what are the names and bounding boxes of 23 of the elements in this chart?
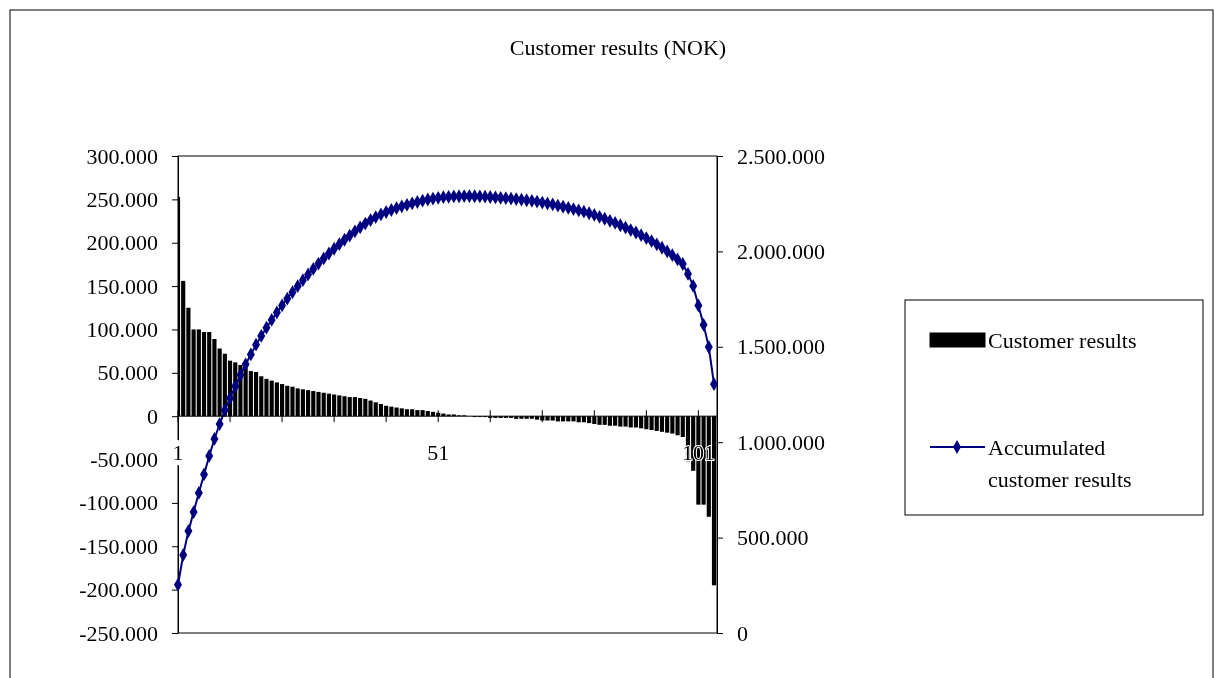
y-tick-label: 100.000	[86, 316, 158, 342]
y-tick-label: -200.000	[79, 577, 158, 603]
y2-tick-label: 1.500.000	[737, 334, 825, 360]
chart-title: Customer results (NOK)	[509, 35, 727, 60]
y-tick-label: -100.000	[79, 490, 158, 516]
y-tick-label: 50.000	[97, 360, 158, 386]
y2-tick-label: 500.000	[737, 525, 809, 551]
y2-tick-label: 2.500.000	[737, 143, 825, 169]
y-tick-label: 250.000	[86, 186, 158, 212]
legend-label: Customer results	[988, 328, 1137, 353]
y-tick-label: 0	[147, 403, 158, 429]
y-tick-label: -150.000	[79, 533, 158, 559]
y2-tick-label: 2.000.000	[737, 238, 825, 264]
y-tick-label: -50.000	[90, 447, 158, 473]
y2-tick-label: 1.000.000	[737, 429, 825, 455]
x-tick-label: 1	[172, 440, 184, 466]
y-tick-label: 200.000	[86, 230, 158, 256]
y2-tick-label: 0	[737, 620, 748, 646]
y-tick-label: -250.000	[79, 620, 158, 646]
legend-label: Accumulated customer results	[988, 435, 1132, 492]
x-tick-label: 51	[427, 440, 450, 466]
y-tick-label: 300.000	[86, 143, 158, 169]
y-tick-label: 150.000	[86, 273, 158, 299]
